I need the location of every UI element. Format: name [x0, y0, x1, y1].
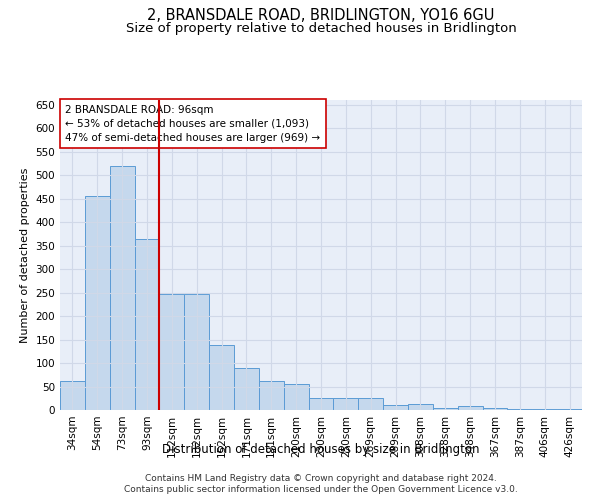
Bar: [358, 398, 383, 410]
Text: Contains HM Land Registry data © Crown copyright and database right 2024.: Contains HM Land Registry data © Crown c…: [145, 474, 497, 483]
Bar: [308, 398, 334, 410]
Text: 2, BRANSDALE ROAD, BRIDLINGTON, YO16 6GU: 2, BRANSDALE ROAD, BRIDLINGTON, YO16 6GU: [148, 8, 494, 22]
Bar: [334, 398, 358, 410]
Bar: [458, 406, 482, 410]
Bar: [160, 294, 184, 410]
Text: 2 BRANSDALE ROAD: 96sqm
← 53% of detached houses are smaller (1,093)
47% of semi: 2 BRANSDALE ROAD: 96sqm ← 53% of detache…: [65, 104, 320, 142]
Y-axis label: Number of detached properties: Number of detached properties: [20, 168, 30, 342]
Bar: [383, 406, 408, 410]
Bar: [134, 238, 160, 410]
Text: Distribution of detached houses by size in Bridlington: Distribution of detached houses by size …: [162, 442, 480, 456]
Bar: [234, 368, 259, 410]
Bar: [557, 408, 582, 410]
Bar: [284, 384, 308, 410]
Bar: [482, 408, 508, 410]
Bar: [209, 345, 234, 410]
Bar: [60, 381, 85, 410]
Bar: [408, 404, 433, 410]
Text: Size of property relative to detached houses in Bridlington: Size of property relative to detached ho…: [125, 22, 517, 35]
Bar: [508, 408, 532, 410]
Bar: [110, 166, 134, 410]
Text: Contains public sector information licensed under the Open Government Licence v3: Contains public sector information licen…: [124, 485, 518, 494]
Bar: [184, 294, 209, 410]
Bar: [433, 408, 458, 410]
Bar: [85, 196, 110, 410]
Bar: [532, 408, 557, 410]
Bar: [259, 381, 284, 410]
